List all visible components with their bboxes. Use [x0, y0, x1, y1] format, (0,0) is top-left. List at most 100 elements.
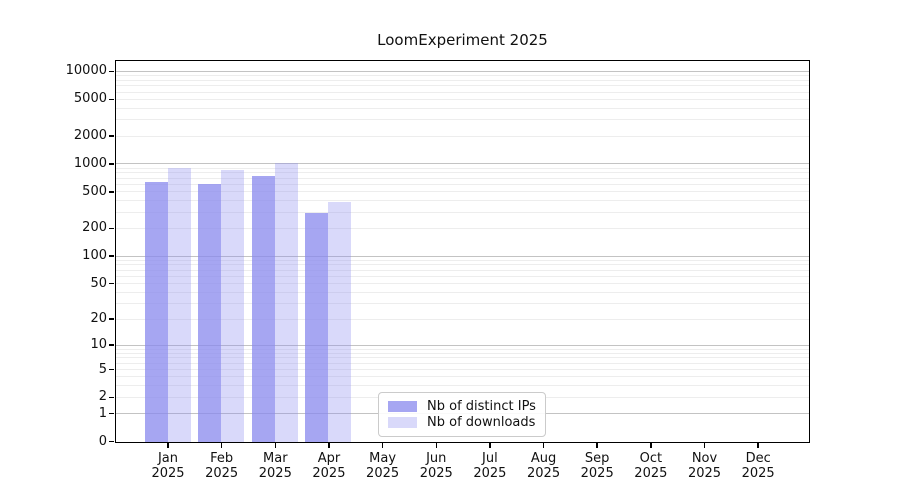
y-tick-mark: [109, 412, 114, 415]
x-tick-label: Aug 2025: [513, 451, 575, 481]
x-tick-year: 2025: [205, 466, 239, 481]
x-tick-label: Jun 2025: [405, 451, 467, 481]
gridline-minor: [116, 91, 809, 93]
x-tick-label: Nov 2025: [674, 451, 736, 481]
x-tick-month: Jan: [157, 451, 179, 466]
x-tick-month: Jun: [426, 451, 447, 466]
gridline-minor: [116, 98, 809, 100]
plot-area: [115, 60, 810, 443]
gridline-minor: [116, 191, 809, 193]
x-tick-year: 2025: [580, 466, 614, 481]
gridline-minor: [116, 352, 809, 354]
gridline-minor: [116, 259, 809, 261]
y-tick-mark: [109, 135, 114, 137]
x-tick-month: Jul: [482, 451, 498, 466]
gridline-major: [116, 255, 809, 257]
x-tick-mark: [328, 443, 330, 448]
y-tick-label: 500: [82, 183, 107, 199]
x-tick-mark: [381, 443, 384, 448]
gridline-major: [116, 70, 809, 72]
gridline-minor: [116, 283, 809, 285]
gridline-minor: [116, 362, 809, 364]
x-tick-label: Feb 2025: [191, 451, 253, 481]
x-tick-label: Jan 2025: [137, 451, 199, 481]
x-tick-month: Feb: [210, 451, 234, 466]
x-tick-mark: [274, 443, 277, 448]
y-tick-mark: [109, 318, 114, 320]
gridline-minor: [116, 85, 809, 87]
x-tick-label: May 2025: [352, 451, 414, 481]
x-tick-mark: [489, 443, 491, 448]
x-tick-mark: [220, 443, 223, 448]
y-tick-label: 200: [82, 220, 107, 236]
x-tick-month: Nov: [691, 451, 718, 466]
x-tick-year: 2025: [151, 466, 185, 481]
legend-item: Nb of downloads: [388, 415, 536, 430]
gridline-minor: [116, 303, 809, 305]
x-tick-month: May: [369, 451, 397, 466]
x-tick-mark: [542, 443, 545, 448]
x-tick-mark: [435, 443, 437, 448]
x-tick-label: Apr 2025: [298, 451, 360, 481]
x-tick-label: Sep 2025: [566, 451, 628, 481]
y-tick-label: 10000: [65, 63, 107, 79]
y-tick-label: 50: [90, 275, 107, 291]
y-tick-mark: [109, 282, 114, 285]
y-tick-label: 100: [82, 248, 107, 264]
legend-swatch: [388, 417, 417, 428]
x-tick-year: 2025: [258, 466, 292, 481]
gridline-minor: [116, 75, 809, 77]
gridline-minor: [116, 385, 809, 387]
gridline-minor: [116, 135, 809, 137]
bar-mar-downloads: [274, 162, 298, 442]
gridline-minor: [116, 119, 809, 121]
y-tick-label: 5: [98, 361, 107, 377]
y-tick-label: 2000: [73, 128, 107, 144]
y-tick-mark: [109, 70, 114, 73]
x-tick-mark: [703, 443, 706, 448]
y-tick-label: 0: [98, 433, 107, 449]
bar-apr-distinct-ips: [305, 213, 329, 442]
x-tick-year: 2025: [366, 466, 400, 481]
x-tick-label: Dec 2025: [727, 451, 789, 481]
x-tick-year: 2025: [419, 466, 453, 481]
gridline-minor: [116, 318, 809, 320]
x-tick-year: 2025: [741, 466, 775, 481]
x-tick-year: 2025: [527, 466, 561, 481]
x-tick-month: Apr: [317, 451, 341, 466]
x-tick-month: Oct: [639, 451, 663, 466]
bar-feb-distinct-ips: [198, 184, 222, 442]
legend-item: Nb of distinct IPs: [388, 399, 536, 414]
x-tick-mark: [596, 443, 598, 448]
x-tick-year: 2025: [312, 466, 346, 481]
y-tick-mark: [109, 191, 114, 193]
gridline-minor: [116, 200, 809, 202]
y-tick-mark: [109, 163, 114, 165]
gridline-minor: [116, 291, 809, 293]
x-tick-year: 2025: [634, 466, 668, 481]
y-tick-mark: [109, 227, 114, 230]
y-tick-mark: [109, 440, 114, 443]
y-tick-label: 20: [90, 311, 107, 327]
bar-mar-distinct-ips: [251, 176, 275, 442]
y-tick-mark: [109, 255, 114, 257]
x-tick-mark: [650, 443, 652, 448]
gridline-minor: [116, 167, 809, 169]
bar-jan-distinct-ips: [144, 182, 168, 442]
gridline-minor: [116, 357, 809, 359]
legend-label: Nb of distinct IPs: [427, 399, 536, 414]
chart-title: LoomExperiment 2025: [377, 31, 548, 49]
y-tick-mark: [109, 344, 114, 346]
gridline-minor: [116, 79, 809, 81]
y-tick-label: 1: [98, 405, 107, 421]
gridline-minor: [116, 275, 809, 277]
gridline-minor: [116, 264, 809, 266]
gridline-minor: [116, 348, 809, 350]
x-tick-mark: [757, 443, 759, 448]
gridline-minor: [116, 107, 809, 109]
gridline-major: [116, 344, 809, 346]
x-tick-month: Dec: [745, 451, 771, 466]
y-tick-mark: [109, 98, 114, 101]
x-tick-month: Aug: [530, 451, 557, 466]
